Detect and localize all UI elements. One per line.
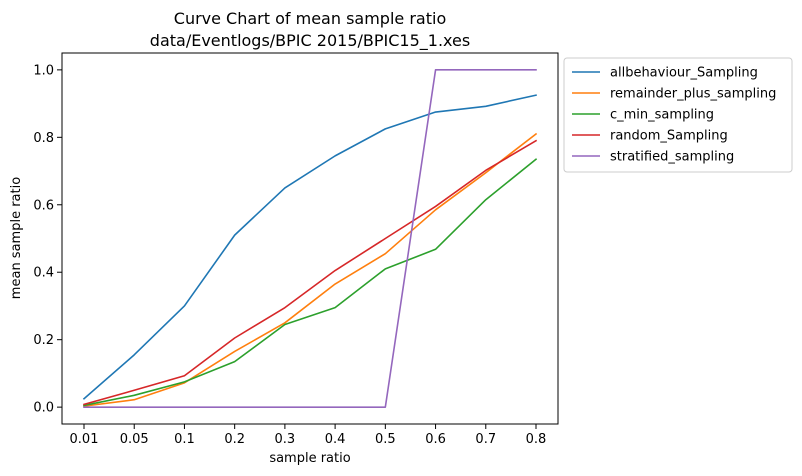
x-tick-label: 0.8: [526, 432, 547, 447]
y-tick-label: 0.0: [33, 401, 54, 416]
y-axis: 0.0 0.2 0.4 0.6 0.8 1.0: [33, 63, 62, 416]
legend-label: random_Sampling: [610, 129, 728, 144]
x-tick-label: 0.2: [224, 432, 245, 447]
series-line-c_min_sampling: [83, 158, 538, 407]
legend-label: stratified_sampling: [610, 150, 734, 165]
series-line-remainder_plus_sampling: [83, 132, 538, 408]
y-axis-label: mean sample ratio: [9, 177, 24, 299]
y-tick-label: 1.0: [33, 63, 54, 78]
legend-box: [563, 57, 793, 173]
chart-title: Curve Chart of mean sample ratio: [174, 9, 446, 28]
legend: allbehaviour_Sampling remainder_plus_samp…: [563, 57, 793, 173]
y-tick-label: 0.2: [33, 333, 54, 348]
series-line-random_Sampling: [83, 139, 538, 406]
legend-label: remainder_plus_sampling: [610, 87, 776, 102]
x-tick-label: 0.7: [475, 432, 496, 447]
x-axis: 0.01 0.05 0.1 0.2 0.3 0.4 0.5 0.6 0.7 0.8: [70, 424, 547, 447]
series-line-stratified_sampling: [83, 69, 537, 408]
y-tick-label: 0.4: [33, 266, 54, 281]
series-line-allbehaviour_Sampling: [82, 94, 537, 400]
legend-label: allbehaviour_Sampling: [610, 66, 758, 81]
chart-subtitle: data/Eventlogs/BPIC 2015/BPIC15_1.xes: [150, 31, 470, 51]
plot-frame: [61, 52, 559, 425]
x-axis-label: sample ratio: [269, 451, 350, 466]
x-tick-label: 0.4: [325, 432, 346, 447]
legend-label: c_min_sampling: [610, 108, 714, 123]
x-tick-label: 0.01: [70, 432, 99, 447]
x-tick-label: 0.6: [425, 432, 446, 447]
y-tick-label: 0.6: [33, 198, 54, 213]
x-tick-label: 0.1: [174, 432, 195, 447]
x-tick-label: 0.05: [120, 432, 149, 447]
x-tick-label: 0.3: [275, 432, 296, 447]
x-tick-label: 0.5: [375, 432, 396, 447]
y-tick-label: 0.8: [33, 131, 54, 146]
plot-area: [82, 69, 538, 408]
